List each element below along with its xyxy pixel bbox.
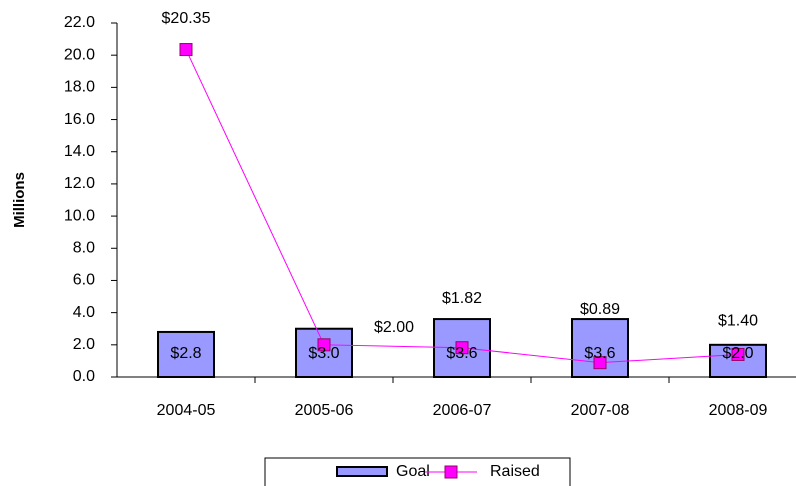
y-axis-label: Millions xyxy=(11,172,28,228)
y-tick-label: 10.0 xyxy=(64,207,95,224)
y-tick-label: 2.0 xyxy=(73,336,95,353)
data-label: $3.6 xyxy=(446,345,477,362)
y-tick-label: 8.0 xyxy=(73,239,95,256)
y-tick-label: 20.0 xyxy=(64,46,95,63)
data-label: $3.6 xyxy=(584,345,615,362)
data-label: $20.35 xyxy=(162,10,211,27)
y-tick-label: 6.0 xyxy=(73,272,95,289)
legend-swatch xyxy=(336,466,388,477)
data-label: $1.40 xyxy=(718,313,758,330)
x-tick-label: 2006-07 xyxy=(433,402,492,419)
data-label: $0.89 xyxy=(580,301,620,318)
x-tick-label: 2007-08 xyxy=(571,402,630,419)
marker xyxy=(593,356,607,370)
data-label: $1.82 xyxy=(442,290,482,307)
x-tick-label: 2008-09 xyxy=(709,402,768,419)
data-label: $2.00 xyxy=(374,319,414,336)
bar xyxy=(157,330,215,379)
marker xyxy=(179,43,193,57)
x-tick-label: 2004-05 xyxy=(157,402,216,419)
y-tick-label: 14.0 xyxy=(64,143,95,160)
y-tick-label: 18.0 xyxy=(64,79,95,96)
legend-marker xyxy=(444,465,458,479)
y-tick-label: 22.0 xyxy=(64,14,95,31)
marker xyxy=(731,347,745,361)
legend-label: Goal xyxy=(396,463,430,480)
y-tick-label: 0.0 xyxy=(73,368,95,385)
x-tick-label: 2005-06 xyxy=(295,402,354,419)
data-label: $3.0 xyxy=(308,345,339,362)
legend-box xyxy=(264,457,571,486)
marker xyxy=(455,341,469,355)
y-tick-label: 16.0 xyxy=(64,111,95,128)
y-tick-label: 4.0 xyxy=(73,304,95,321)
data-label: $2.0 xyxy=(722,345,753,362)
bar xyxy=(295,327,353,378)
marker xyxy=(317,338,331,352)
y-tick-label: 12.0 xyxy=(64,175,95,192)
data-label: $2.8 xyxy=(170,345,201,362)
legend-label: Raised xyxy=(490,463,540,480)
line xyxy=(185,49,739,364)
